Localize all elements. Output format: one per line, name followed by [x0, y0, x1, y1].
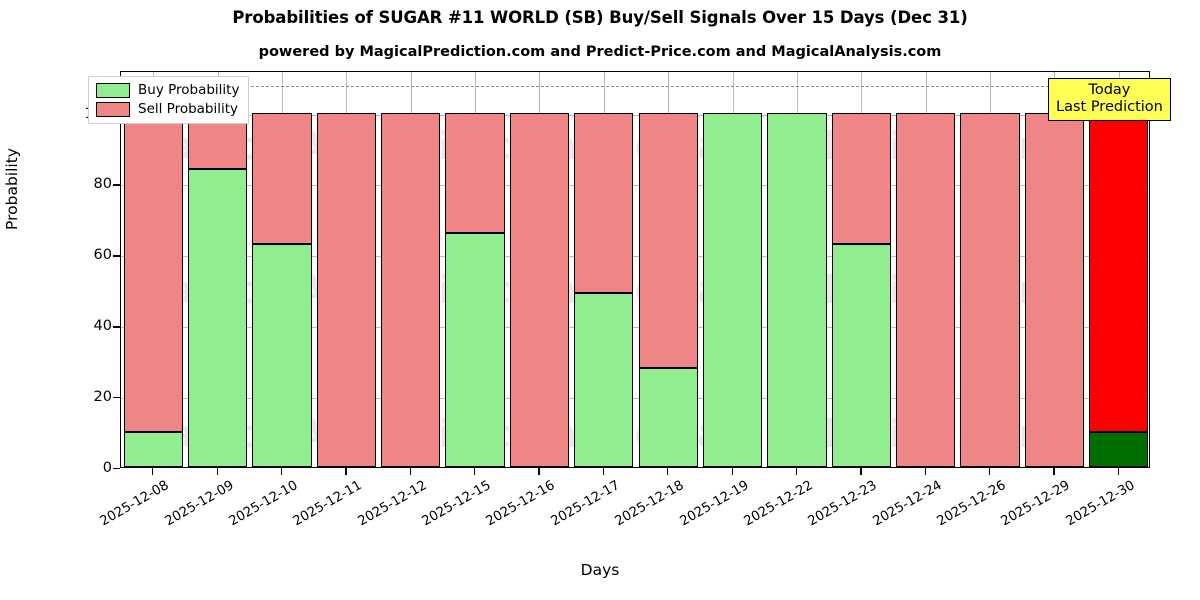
gridline-horizontal: [121, 114, 1149, 116]
x-tick-mark: [602, 468, 605, 475]
x-tick-mark: [795, 468, 798, 475]
legend-swatch-sell: [96, 101, 130, 117]
bar-segment-sell: [445, 112, 505, 234]
legend-item-sell: Sell Probability: [96, 101, 239, 117]
legend-label-buy: Buy Probability: [138, 82, 240, 98]
x-tick-mark: [860, 468, 862, 475]
chart-legend: Buy Probability Sell Probability: [88, 76, 250, 124]
bar-segment-sell: [831, 112, 891, 244]
x-axis-title: Days: [580, 561, 620, 579]
gridline-horizontal: [121, 398, 1149, 400]
bar-series: [121, 72, 1149, 467]
y-tick-label: 40: [93, 318, 112, 335]
x-tick-mark: [538, 468, 540, 475]
today-label-line1: Today: [1088, 82, 1131, 98]
reference-line: [121, 86, 1149, 88]
x-tick-mark: [409, 468, 411, 475]
y-tick-mark: [113, 255, 120, 257]
bar-group: [831, 72, 891, 467]
legend-item-buy: Buy Probability: [96, 82, 239, 98]
y-tick-mark: [113, 397, 120, 399]
x-tick-mark: [1053, 468, 1055, 475]
chart-subtitle: powered by MagicalPrediction.com and Pre…: [258, 44, 942, 60]
bar-segment-sell: [316, 112, 376, 467]
bar-segment-sell: [1089, 112, 1149, 432]
bar-segment-buy: [252, 243, 312, 467]
bar-segment-sell: [509, 112, 570, 467]
bar-group: [316, 72, 376, 467]
x-tick-mark: [667, 468, 669, 475]
x-tick-mark: [474, 468, 476, 475]
bar-group: [960, 72, 1020, 467]
gridline-horizontal: [121, 185, 1149, 187]
x-tick-mark: [924, 468, 926, 475]
bar-group: [445, 72, 505, 467]
bar-segment-buy: [123, 431, 183, 467]
y-tick-mark: [113, 326, 120, 328]
today-annotation-box: Today Last Prediction: [1048, 78, 1171, 122]
y-tick-mark: [113, 468, 120, 470]
gridline-horizontal: [121, 256, 1149, 258]
today-label-line2: Last Prediction: [1056, 99, 1163, 116]
bar-group: [574, 72, 634, 467]
bar-segment-sell: [638, 112, 698, 368]
y-tick-label: 60: [93, 247, 112, 264]
bar-segment-sell: [896, 112, 956, 467]
y-tick-label: 0: [102, 460, 112, 476]
x-tick-mark: [345, 468, 347, 475]
x-tick-mark: [989, 468, 991, 475]
bar-group: [1024, 72, 1085, 467]
bar-segment-buy: [1089, 431, 1149, 467]
bar-group: [509, 72, 570, 467]
bar-segment-sell: [574, 112, 634, 294]
y-axis-title: Probability: [3, 148, 21, 230]
y-tick-mark: [113, 184, 120, 186]
bar-group: [252, 72, 312, 467]
x-tick-mark: [1117, 468, 1120, 475]
plot-area: MagicalAnalysis.comMagicalPrediction.com…: [120, 71, 1150, 468]
legend-swatch-buy: [96, 82, 130, 98]
bar-segment-sell: [381, 112, 441, 467]
bar-segment-buy: [767, 112, 827, 467]
bar-segment-buy: [638, 367, 698, 467]
x-tick-mark: [216, 468, 218, 475]
bar-segment-buy: [831, 243, 891, 467]
bar-group: [381, 72, 441, 467]
x-tick-mark: [280, 468, 283, 475]
bar-group: [1089, 72, 1149, 467]
y-tick-label: 20: [93, 389, 112, 406]
bar-segment-buy: [702, 112, 763, 467]
bar-segment-sell: [123, 112, 183, 432]
gridline-horizontal: [121, 327, 1149, 329]
bar-group: [123, 72, 183, 467]
bar-group: [187, 72, 248, 467]
bar-segment-buy: [574, 293, 634, 467]
bar-group: [767, 72, 827, 467]
bar-segment-sell: [1024, 112, 1085, 467]
bar-segment-buy: [445, 233, 505, 467]
bar-group: [702, 72, 763, 467]
chart-title: Probabilities of SUGAR #11 WORLD (SB) Bu…: [232, 8, 968, 27]
bar-group: [896, 72, 956, 467]
x-tick-mark: [731, 468, 733, 475]
bar-group: [638, 72, 698, 467]
legend-label-sell: Sell Probability: [138, 101, 239, 117]
x-tick-mark: [152, 468, 154, 475]
bar-segment-buy: [187, 169, 248, 467]
bar-segment-sell: [960, 112, 1020, 467]
bar-segment-sell: [252, 112, 312, 244]
y-tick-label: 80: [93, 176, 112, 193]
